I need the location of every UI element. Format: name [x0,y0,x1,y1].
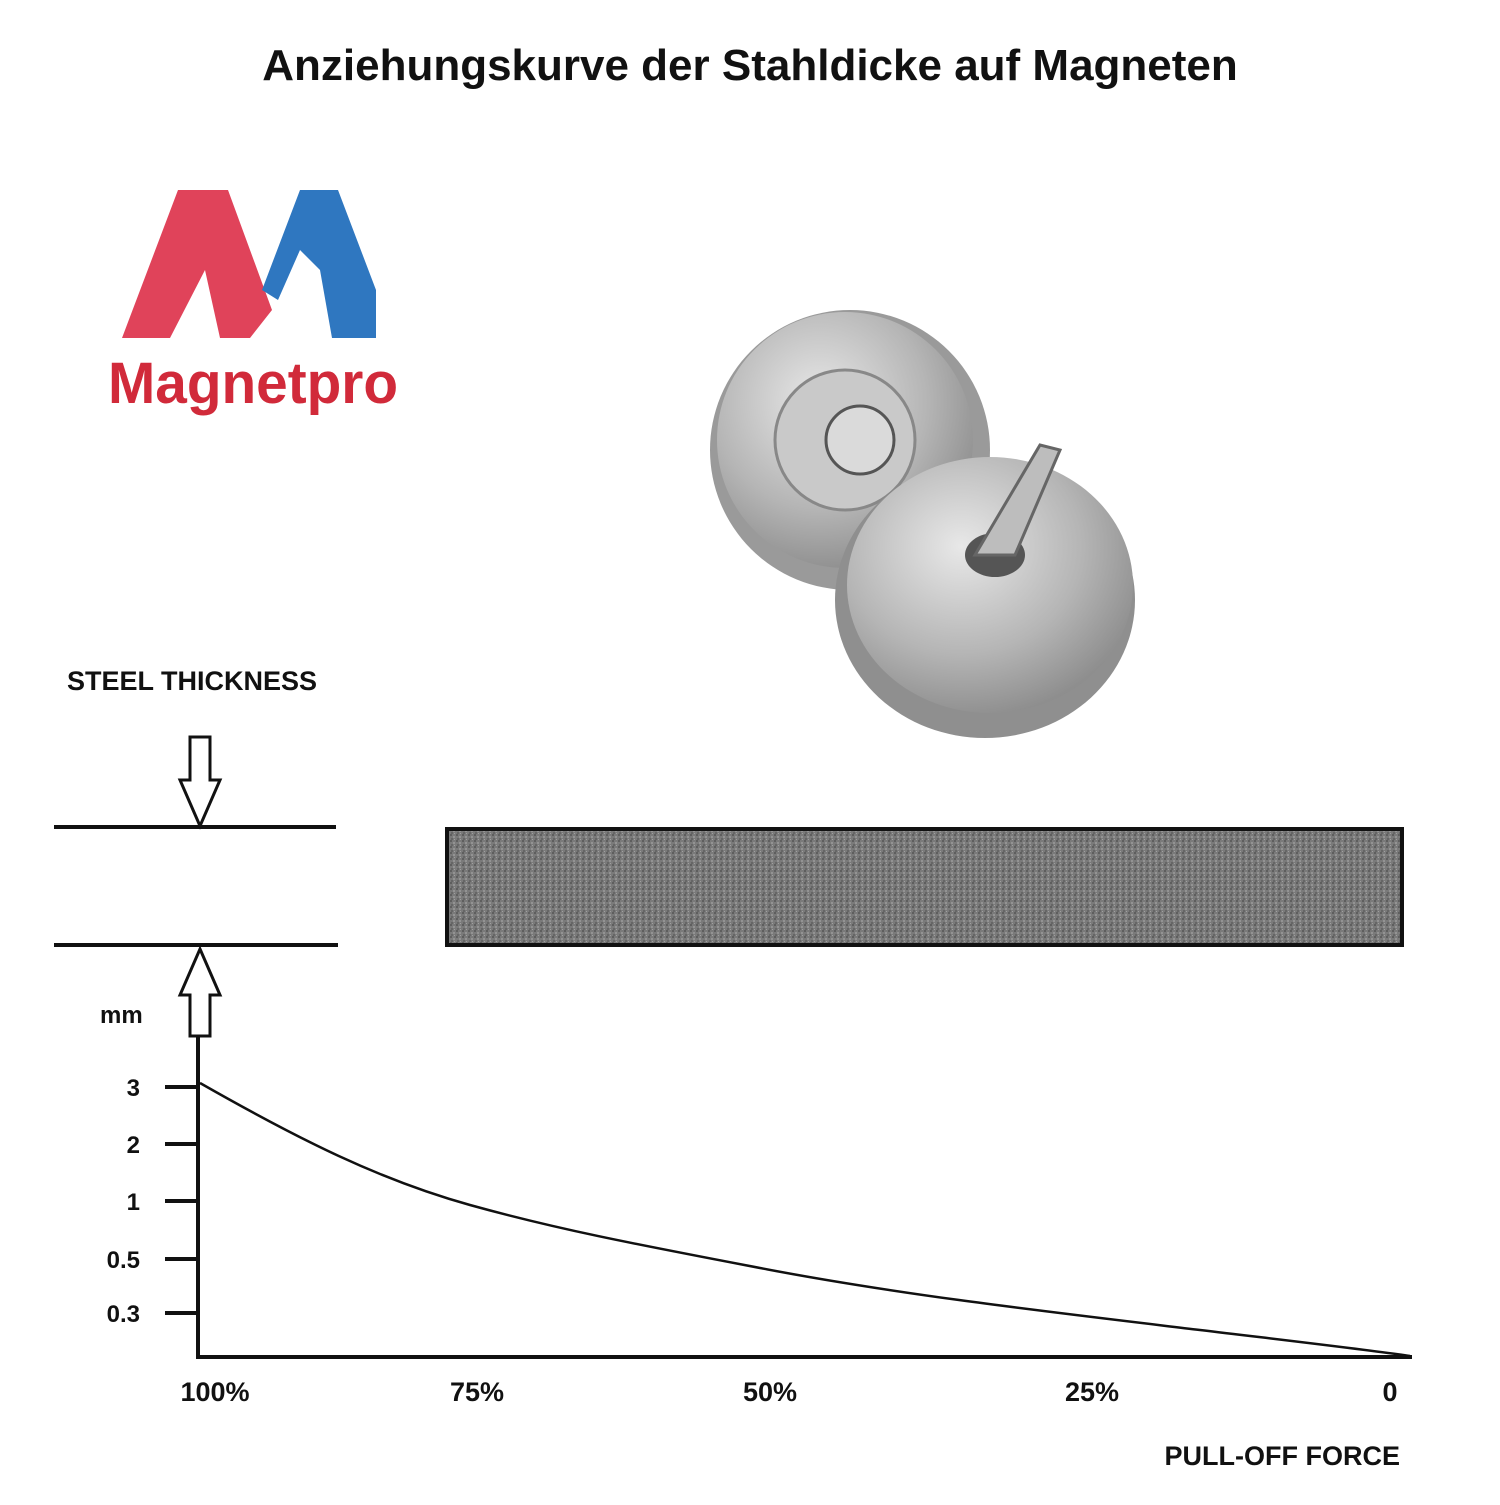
y-tick-label: 0.3 [107,1301,140,1328]
x-tick-label: 100% [180,1377,249,1407]
y-unit: mm [100,1002,143,1029]
x-tick-label: 0 [1382,1377,1397,1407]
x-axis-label: PULL-OFF FORCE [1165,1441,1400,1471]
arrow-up [177,945,223,1038]
logo-blue [262,190,376,338]
title: Anziehungskurve der Stahldicke auf Magne… [262,41,1238,90]
logo: Magnetpro [108,190,398,416]
ticks: 3 2 1 0.5 0.3 100% 75% 50% 25% 0 [107,1075,1398,1407]
steel-label: STEEL THICKNESS [67,666,317,696]
arrow-down [177,735,223,830]
y-tick-label: 2 [127,1132,140,1159]
logo-text: Magnetpro [108,351,398,416]
magnet-image [710,310,1135,738]
steel-plate [445,827,1404,947]
pull-curve [199,1081,1411,1358]
x-tick-label: 75% [450,1377,504,1407]
y-tick-label: 3 [127,1075,140,1102]
x-tick-label: 25% [1065,1377,1119,1407]
y-tick-label: 0.5 [107,1247,140,1274]
logo-red [122,190,272,338]
y-tick-label: 1 [127,1189,140,1216]
x-tick-label: 50% [743,1377,797,1407]
